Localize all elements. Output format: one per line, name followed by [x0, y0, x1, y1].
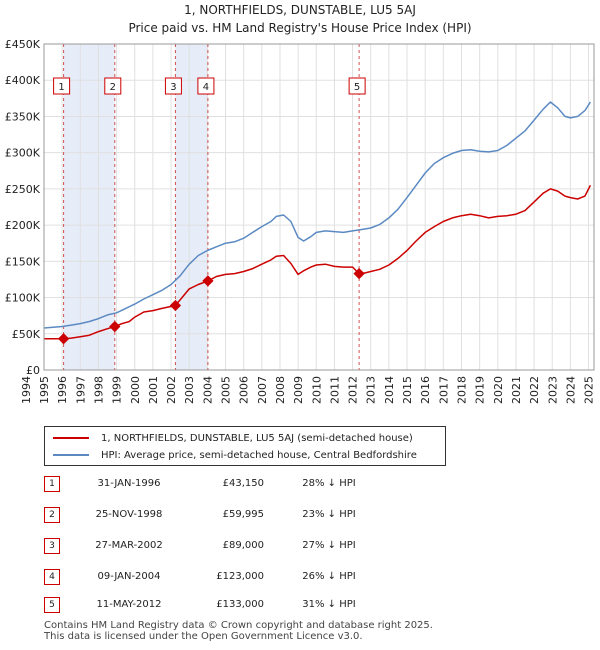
x-tick-label: 1994	[20, 376, 33, 404]
x-tick-label: 1996	[56, 376, 69, 404]
table-row: 5 11-MAY-2012 £133,000 31% ↓ HPI	[44, 597, 404, 617]
transaction-hpi-diff: 28% ↓ HPI	[302, 478, 356, 489]
table-row: 2 25-NOV-1998 £59,995 23% ↓ HPI	[44, 507, 404, 527]
transaction-date: 25-NOV-1998	[95, 509, 163, 520]
transaction-number: 3	[44, 538, 60, 554]
y-tick-label: £400K	[5, 74, 41, 87]
transaction-number: 5	[44, 597, 60, 613]
x-tick-label: 2007	[256, 376, 269, 404]
chart-legend: 1, NORTHFIELDS, DUNSTABLE, LU5 5AJ (semi…	[44, 426, 446, 466]
transaction-number: 4	[44, 569, 60, 585]
x-tick-label: 2014	[383, 376, 396, 404]
x-tick-label: 2001	[147, 376, 160, 404]
x-tick-label: 2016	[419, 376, 432, 404]
transaction-number: 2	[44, 507, 60, 523]
legend-swatch-property	[53, 437, 89, 439]
footer: Contains HM Land Registry data © Crown c…	[44, 620, 433, 642]
transaction-price: £123,000	[216, 571, 264, 582]
chart-subtitle: Price paid vs. HM Land Registry's House …	[128, 21, 471, 35]
transaction-hpi-diff: 31% ↓ HPI	[302, 599, 356, 610]
legend-item-hpi: HPI: Average price, semi-detached house,…	[53, 447, 417, 463]
transaction-label-box	[164, 77, 182, 95]
legend-item-property: 1, NORTHFIELDS, DUNSTABLE, LU5 5AJ (semi…	[53, 430, 413, 446]
x-tick-label: 2023	[546, 376, 559, 404]
y-tick-label: £100K	[5, 292, 41, 305]
x-tick-label: 2012	[347, 376, 360, 404]
transaction-label-box	[104, 77, 122, 95]
x-tick-label: 2013	[365, 376, 378, 404]
transaction-label: 5	[354, 82, 360, 93]
y-tick-label: £200K	[5, 219, 41, 232]
x-tick-label: 2015	[401, 376, 414, 404]
transaction-label-box	[53, 77, 71, 95]
legend-label-hpi: HPI: Average price, semi-detached house,…	[101, 449, 417, 461]
legend-label-property: 1, NORTHFIELDS, DUNSTABLE, LU5 5AJ (semi…	[101, 432, 413, 444]
y-tick-label: £150K	[5, 255, 41, 268]
transaction-label-box	[348, 77, 366, 95]
transaction-point	[202, 275, 214, 287]
x-tick-label: 2019	[474, 376, 487, 404]
transaction-label: 3	[170, 82, 176, 93]
transaction-number: 1	[44, 476, 60, 492]
transaction-label-box	[197, 77, 215, 95]
transaction-hpi-diff: 23% ↓ HPI	[302, 509, 356, 520]
transaction-point	[353, 267, 365, 280]
x-tick-label: 2017	[437, 376, 450, 404]
footer-copyright: Contains HM Land Registry data © Crown c…	[44, 620, 433, 631]
transaction-price: £89,000	[222, 540, 264, 551]
table-row: 3 27-MAR-2002 £89,000 27% ↓ HPI	[44, 538, 404, 558]
x-tick-label: 2025	[583, 376, 596, 404]
x-tick-label: 2020	[492, 376, 505, 404]
table-row: 4 09-JAN-2004 £123,000 26% ↓ HPI	[44, 569, 404, 589]
x-tick-label: 2022	[528, 376, 541, 404]
transaction-price: £133,000	[216, 599, 264, 610]
x-tick-label: 2011	[328, 376, 341, 404]
x-tick-label: 2002	[165, 376, 178, 404]
x-tick-label: 1999	[111, 376, 124, 404]
y-tick-label: £450K	[5, 38, 41, 51]
transaction-date: 31-JAN-1996	[97, 478, 161, 489]
x-tick-label: 2010	[310, 376, 323, 404]
x-tick-label: 2021	[510, 376, 523, 404]
transaction-hpi-diff: 26% ↓ HPI	[302, 571, 356, 582]
x-tick-label: 2005	[220, 376, 233, 404]
transaction-price: £59,995	[222, 509, 264, 520]
transaction-hpi-diff: 27% ↓ HPI	[302, 540, 356, 551]
transaction-date: 27-MAR-2002	[95, 540, 163, 551]
legend-swatch-hpi	[53, 454, 89, 456]
footer-license: This data is licensed under the Open Gov…	[44, 631, 363, 642]
x-tick-label: 2009	[292, 376, 305, 404]
price-chart: 1, NORTHFIELDS, DUNSTABLE, LU5 5AJ Price…	[5, 3, 596, 404]
plot-frame	[43, 43, 595, 371]
hpi-line	[43, 101, 592, 329]
transaction-point	[169, 299, 182, 312]
transaction-label: 2	[110, 82, 116, 93]
x-tick-label: 2004	[201, 376, 214, 404]
transaction-label: 4	[203, 82, 209, 93]
transaction-point	[57, 333, 70, 345]
x-tick-label: 2006	[238, 376, 251, 404]
chart-title: 1, NORTHFIELDS, DUNSTABLE, LU5 5AJ	[184, 3, 416, 17]
y-tick-label: £50K	[12, 328, 41, 341]
y-tick-label: £300K	[5, 147, 41, 160]
x-tick-label: 2018	[455, 376, 468, 404]
x-tick-label: 2003	[183, 376, 196, 404]
property-price-line	[44, 184, 592, 340]
transaction-price: £43,150	[222, 478, 264, 489]
y-tick-label: £250K	[5, 183, 41, 196]
x-tick-label: 2024	[564, 376, 577, 404]
y-tick-label: £350K	[5, 110, 41, 123]
x-tick-label: 1997	[74, 376, 87, 404]
plot-area	[44, 44, 594, 370]
transaction-date: 11-MAY-2012	[96, 599, 162, 610]
transaction-label: 1	[58, 82, 64, 93]
transaction-date: 09-JAN-2004	[97, 571, 161, 582]
x-tick-label: 2000	[129, 376, 142, 404]
shaded-period	[175, 44, 208, 370]
table-row: 1 31-JAN-1996 £43,150 28% ↓ HPI	[44, 476, 404, 496]
x-tick-label: 2008	[274, 376, 287, 404]
x-tick-label: 1998	[92, 376, 105, 404]
x-tick-label: 1995	[38, 376, 51, 404]
y-tick-label: £0	[26, 364, 40, 377]
